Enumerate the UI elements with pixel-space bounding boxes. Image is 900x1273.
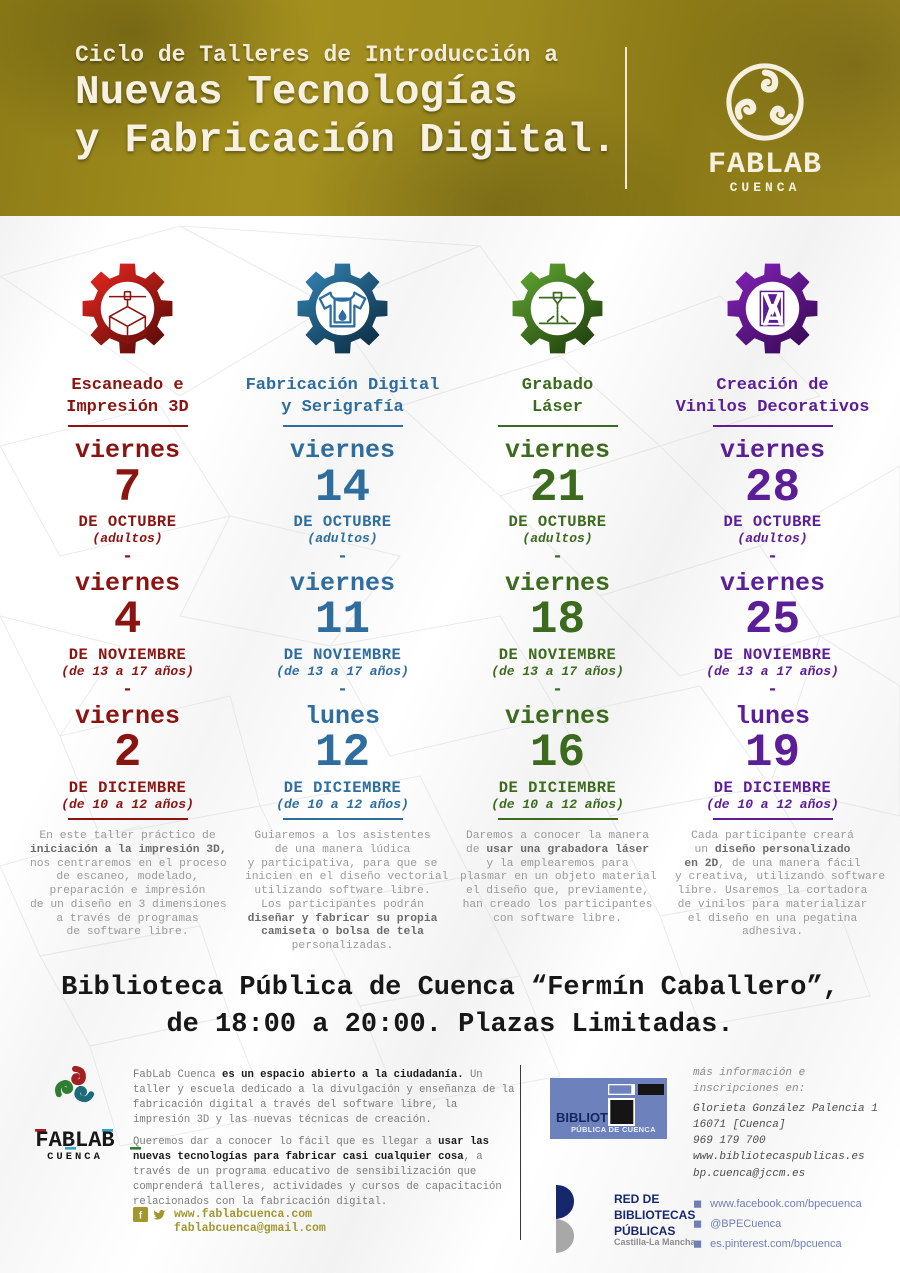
svg-text:A: A <box>762 296 785 332</box>
